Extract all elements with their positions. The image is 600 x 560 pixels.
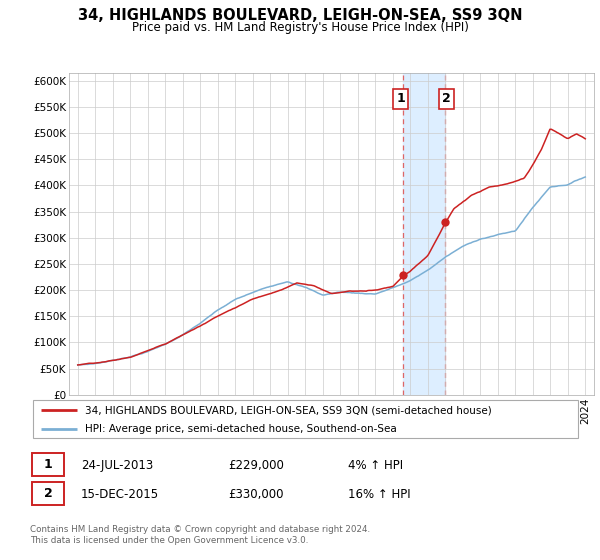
Text: 2: 2 bbox=[442, 92, 451, 105]
Text: 16% ↑ HPI: 16% ↑ HPI bbox=[348, 488, 410, 501]
Bar bbox=[403, 73, 445, 395]
Text: £229,000: £229,000 bbox=[228, 459, 284, 473]
Text: 1: 1 bbox=[397, 92, 405, 105]
Text: Contains HM Land Registry data © Crown copyright and database right 2024.
This d: Contains HM Land Registry data © Crown c… bbox=[30, 525, 370, 545]
Text: 2: 2 bbox=[44, 487, 52, 500]
Text: 4% ↑ HPI: 4% ↑ HPI bbox=[348, 459, 403, 473]
Text: 1: 1 bbox=[44, 458, 52, 472]
Text: 24-JUL-2013: 24-JUL-2013 bbox=[81, 459, 153, 473]
Text: HPI: Average price, semi-detached house, Southend-on-Sea: HPI: Average price, semi-detached house,… bbox=[85, 424, 397, 433]
FancyBboxPatch shape bbox=[32, 482, 64, 505]
FancyBboxPatch shape bbox=[32, 453, 64, 477]
FancyBboxPatch shape bbox=[33, 400, 578, 438]
Text: 15-DEC-2015: 15-DEC-2015 bbox=[81, 488, 159, 501]
Text: 34, HIGHLANDS BOULEVARD, LEIGH-ON-SEA, SS9 3QN (semi-detached house): 34, HIGHLANDS BOULEVARD, LEIGH-ON-SEA, S… bbox=[85, 405, 492, 415]
Text: £330,000: £330,000 bbox=[228, 488, 284, 501]
Text: 34, HIGHLANDS BOULEVARD, LEIGH-ON-SEA, SS9 3QN: 34, HIGHLANDS BOULEVARD, LEIGH-ON-SEA, S… bbox=[78, 8, 522, 24]
Text: Price paid vs. HM Land Registry's House Price Index (HPI): Price paid vs. HM Land Registry's House … bbox=[131, 21, 469, 34]
